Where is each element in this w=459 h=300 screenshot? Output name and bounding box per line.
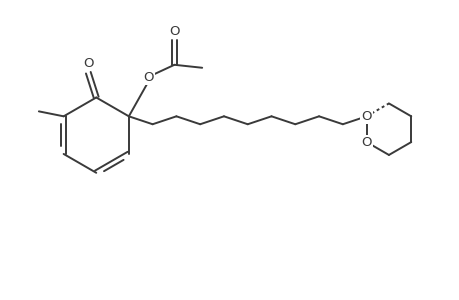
Text: O: O — [361, 110, 371, 123]
Text: O: O — [361, 136, 371, 148]
Text: O: O — [83, 57, 93, 70]
Text: O: O — [169, 25, 179, 38]
Text: O: O — [143, 71, 154, 84]
